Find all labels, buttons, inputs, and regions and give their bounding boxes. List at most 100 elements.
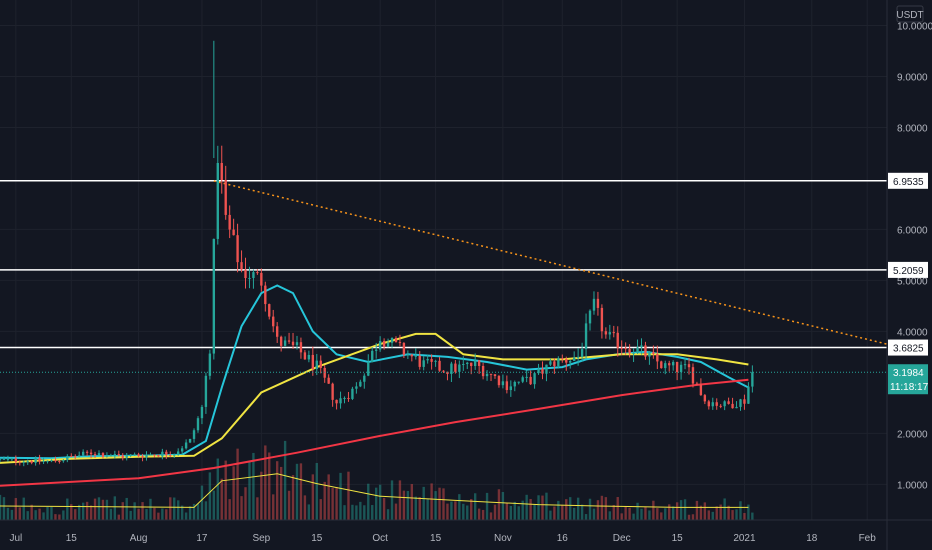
candle-body [58,460,61,462]
time-tick-label: Jul [9,533,22,544]
volume-bar [141,502,144,520]
volume-bar [200,485,204,520]
volume-bar [410,484,414,520]
volume-bar [30,504,33,520]
volume-bar [434,491,437,520]
time-axis[interactable]: Jul 15 Aug 17 Sep 15 Oct 15 Nov 16 Dec 15 2021 18 Feb [0,519,932,544]
dotted-trendline [213,180,888,345]
candle-body [351,388,354,399]
candle-body [513,381,516,387]
time-tick-label: 15 [672,533,684,544]
candle-body [295,342,299,346]
candle-body [438,360,441,371]
volume-bar [10,509,14,520]
candle-body [477,360,481,366]
candle-body [374,349,378,351]
candle-body [244,269,247,279]
candle-body [521,377,524,382]
volume-bar [402,490,406,520]
volume-bar [14,498,18,520]
candle-body [450,363,453,375]
volume-bar [177,500,180,520]
volume-bar [331,487,334,520]
candle-body [545,364,548,374]
volume-bar [481,509,485,520]
moving-average-line [0,378,749,487]
candle-body [632,353,635,355]
volume-bar [212,490,216,520]
volume-bar [592,508,596,520]
candle-body [240,262,243,270]
volume-bar [85,501,89,520]
candle-body [446,371,449,375]
candle-body [422,360,425,367]
volume-bar [378,484,382,520]
volume-bar [545,492,548,520]
volume-bar [264,445,267,520]
candle-body [335,399,338,404]
volume-bar [683,499,687,520]
volume-bar [446,503,449,520]
volume-bar [553,506,556,520]
time-tick-label: Dec [613,533,631,544]
candles [0,40,754,467]
candle-body [311,354,315,369]
candle-body [489,373,493,375]
candle-body [561,358,564,360]
price-tick-label: 2.0000 [897,429,928,440]
candle-body [359,381,362,387]
volume-bar [636,502,639,520]
volume-bar [473,493,477,520]
volume-average-line [0,473,749,508]
volume-bar [319,499,322,520]
volume-bar [101,499,105,520]
bar-countdown-label: 11:18:17 [890,382,929,393]
candle-body [660,361,663,369]
candle-body [97,453,101,456]
candle-body [656,353,659,362]
moving-averages [0,284,749,487]
volume-bar [687,514,691,520]
candle-body [275,326,279,337]
volume-bar [537,495,540,520]
candle-body [307,354,311,360]
candle-body [604,331,608,335]
volume-bar [89,505,93,520]
candle-body [624,347,627,350]
candle-body [153,454,156,456]
candle-body [386,342,390,347]
volume-bar [679,500,683,520]
candle-body [339,398,342,404]
volume-bar [307,504,311,520]
volume-bar [493,504,497,520]
volume-bar [311,474,315,520]
candle-body [93,454,97,456]
volume-bar [426,498,429,520]
volume-bar [224,460,227,520]
candle-body [525,376,528,378]
volume-bar [22,497,25,520]
price-axis[interactable]: 10.0000 9.0000 8.0000 6.0000 5.0000 4.0000 2.0… [886,0,932,550]
candle-body [141,456,144,458]
candle-body [177,451,180,455]
volume-bar [268,452,271,520]
volume-bar [644,506,647,520]
candle-body [410,354,414,357]
candle-body [715,402,718,406]
volume-bar [739,501,742,520]
candle-body [149,454,152,456]
volume-bar [153,507,156,520]
volume-bar [561,505,564,520]
candle-body [675,361,679,373]
volume-bar [569,497,572,520]
candle-body [636,347,639,354]
volume-bar [442,488,445,520]
volume-bar [173,497,176,520]
volume-bar [180,505,184,520]
volume-bar [256,497,259,520]
candle-body [319,360,322,368]
candle-body [109,455,113,457]
candle-body [466,362,469,365]
candle-body [382,340,386,347]
